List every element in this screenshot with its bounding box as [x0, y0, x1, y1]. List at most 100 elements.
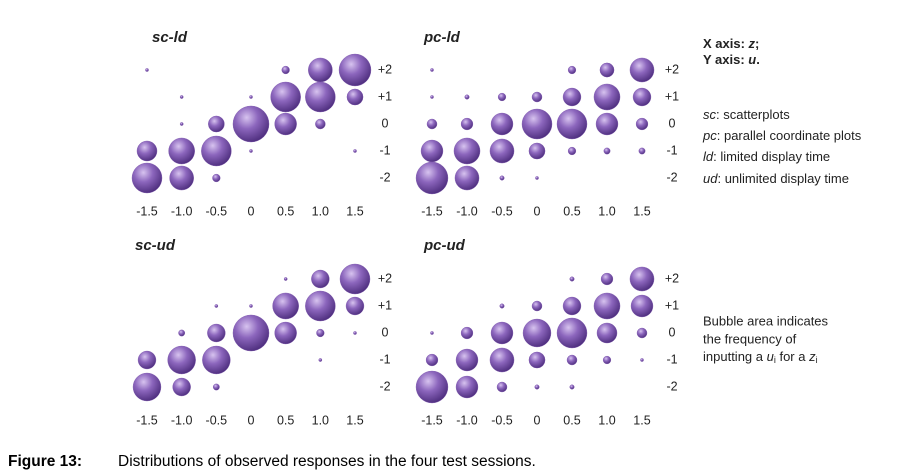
- y-tick-label: 0: [382, 325, 389, 339]
- bubble: [528, 351, 546, 369]
- bubble: [318, 358, 323, 362]
- bubble: [311, 269, 330, 289]
- x-tick-label: -1.5: [421, 204, 443, 218]
- x-tick-label: 0: [534, 204, 541, 218]
- x-tick-label: 0.5: [277, 413, 294, 427]
- bubble: [528, 142, 546, 160]
- bubble: [249, 149, 253, 153]
- bubble: [629, 57, 655, 83]
- bubble: [640, 358, 644, 362]
- y-tick-label: +2: [378, 271, 392, 285]
- bubble: [534, 384, 540, 390]
- x-tick-label: -0.5: [206, 413, 228, 427]
- note-text: : limited display time: [713, 149, 830, 164]
- bubble: [179, 122, 184, 126]
- x-tick-label: 1.5: [633, 413, 650, 427]
- y-tick-label: +1: [378, 298, 392, 312]
- bubble: [305, 290, 336, 322]
- x-tick-label: 1.0: [312, 204, 329, 218]
- bubble: [521, 108, 553, 140]
- x-tick-label: -1.5: [136, 413, 158, 427]
- y-tick-label: -2: [666, 379, 677, 393]
- x-tick-label: 0.5: [277, 204, 294, 218]
- note-text: pc: [702, 128, 717, 143]
- y-tick-label: +1: [378, 89, 392, 103]
- y-tick-label: +2: [665, 271, 679, 285]
- bubble: [455, 375, 479, 399]
- bubble: [603, 147, 611, 155]
- bubble: [283, 277, 288, 281]
- bubble: [596, 322, 618, 344]
- chart-title: sc-ud: [135, 237, 176, 254]
- x-tick-label: 1.5: [346, 204, 363, 218]
- note-text: u: [767, 349, 774, 364]
- y-tick-label: -1: [666, 352, 677, 366]
- y-tick-label: +1: [665, 298, 679, 312]
- bubble: [167, 345, 196, 375]
- bubble: [338, 53, 372, 87]
- axis-note: X axis: z;: [703, 36, 759, 51]
- bubble: [232, 105, 270, 143]
- bubble: [460, 117, 474, 131]
- note-text: .: [756, 52, 760, 67]
- x-tick-label: -1.0: [456, 413, 478, 427]
- definition: pc: parallel coordinate plots: [702, 128, 862, 143]
- bubble: [569, 276, 575, 282]
- bubble: [305, 81, 336, 113]
- bubble: [453, 137, 481, 165]
- bubble: [602, 355, 612, 365]
- bubble-note: the frequency of: [703, 331, 797, 346]
- bubble: [460, 326, 474, 340]
- note-text: ;: [755, 36, 759, 51]
- bubble: [567, 146, 577, 156]
- note-text: i: [774, 355, 776, 365]
- bubble: [531, 91, 543, 103]
- bubble: [168, 137, 195, 165]
- y-tick-label: 0: [669, 325, 676, 339]
- bubble: [420, 139, 444, 163]
- bubble: [569, 384, 575, 390]
- bubble: [169, 165, 194, 191]
- bubble: [632, 87, 652, 107]
- bubble: [490, 321, 514, 345]
- bubble: [212, 173, 221, 183]
- bubble: [315, 118, 326, 130]
- bubble: [489, 347, 515, 373]
- bubble: [207, 323, 226, 343]
- bubble: [172, 377, 191, 397]
- notes: X axis: z; Y axis: u. sc: scatterplots p…: [702, 36, 862, 365]
- bubble: [131, 162, 163, 194]
- bubble: [345, 296, 365, 316]
- bubble: [346, 88, 364, 106]
- y-tick-label: 0: [669, 116, 676, 130]
- bubble: [562, 87, 582, 107]
- bubble: [496, 381, 508, 393]
- bubble: [339, 263, 371, 295]
- definition: sc: scatterplots: [703, 107, 790, 122]
- note-text: Y axis:: [703, 52, 748, 67]
- y-tick-label: +2: [378, 62, 392, 76]
- bubble: [593, 83, 621, 111]
- bubble: [415, 161, 449, 195]
- definition: ld: limited display time: [703, 149, 830, 164]
- bubble: [531, 300, 543, 312]
- note-text: : unlimited display time: [717, 171, 849, 186]
- x-tick-label: -1.5: [421, 413, 443, 427]
- bubble: [212, 383, 220, 391]
- definition: ud: unlimited display time: [703, 171, 849, 186]
- bubble: [430, 331, 434, 335]
- bubble: [353, 149, 357, 153]
- bubble: [145, 68, 149, 72]
- bubble: [629, 266, 655, 292]
- note-text: i: [816, 355, 818, 365]
- note-text: u: [748, 52, 756, 67]
- bubble: [208, 115, 225, 133]
- bubble: [567, 65, 577, 75]
- bubble: [499, 175, 505, 181]
- bubble: [249, 95, 253, 99]
- bubble: [464, 94, 470, 100]
- y-tick-label: -1: [379, 143, 390, 157]
- x-tick-label: -1.0: [171, 413, 193, 427]
- note-text: z: [748, 36, 756, 51]
